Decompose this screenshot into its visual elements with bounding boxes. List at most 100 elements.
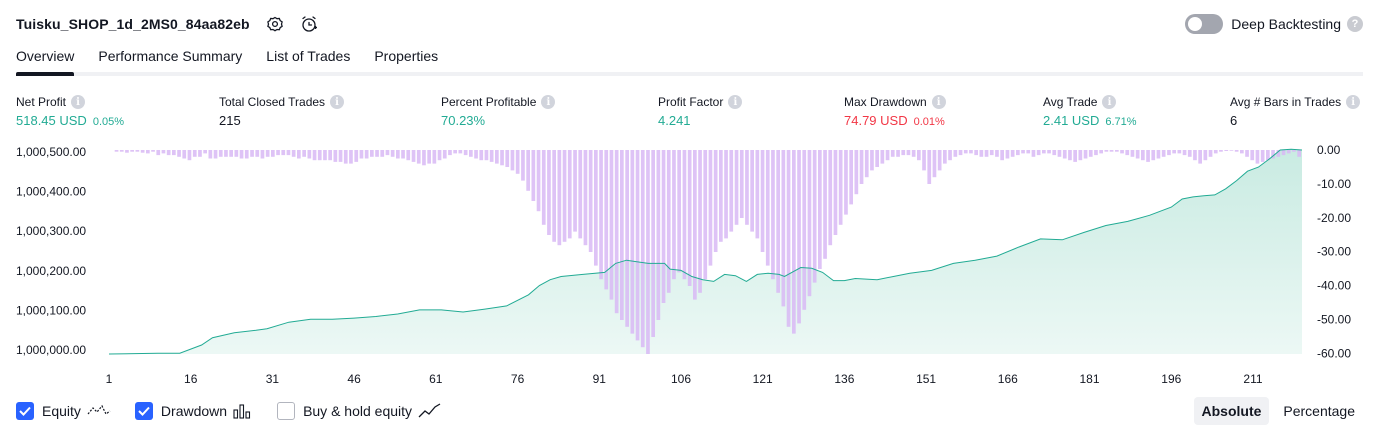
drawdown-bar [333, 150, 338, 162]
drawdown-bar [1099, 150, 1103, 154]
drawdown-bar [604, 150, 609, 290]
absolute-button[interactable]: Absolute [1193, 397, 1270, 425]
drawdown-bar [229, 150, 233, 157]
tab-performance-summary[interactable]: Performance Summary [98, 48, 243, 64]
drawdown-bar [1203, 150, 1208, 161]
alarm-clock-plus-icon[interactable] [300, 15, 318, 33]
buy-hold-checkbox[interactable] [277, 402, 296, 420]
drawdown-bar [1286, 150, 1291, 154]
drawdown-bar [729, 150, 734, 232]
drawdown-bar [1292, 150, 1296, 152]
drawdown-bar [1047, 150, 1051, 154]
metric-max-drawdown: Max Drawdown i 74.79 USD 0.01% [844, 93, 946, 131]
drawdown-bar [583, 150, 588, 246]
drawdown-bar [646, 150, 650, 354]
tab-properties[interactable]: Properties [374, 48, 439, 64]
metric-total-closed-trades: Total Closed Trades i 215 [219, 93, 345, 131]
metric-label: Avg # Bars in Trades [1230, 95, 1342, 109]
info-icon[interactable]: i [71, 95, 86, 109]
drawdown-bar [917, 150, 921, 161]
drawdown-bar [1245, 150, 1249, 157]
percentage-button[interactable]: Percentage [1283, 403, 1355, 419]
x-tick: 106 [671, 372, 691, 386]
drawdown-bar [703, 150, 708, 280]
drawdown-bar [599, 150, 603, 280]
info-icon[interactable]: i [541, 95, 556, 109]
drawdown-bar [734, 150, 739, 225]
equity-line [108, 148, 1303, 355]
drawdown-bar [385, 150, 390, 156]
drawdown-bar [911, 150, 916, 157]
drawdown-bar [328, 150, 332, 161]
info-icon[interactable]: i [931, 95, 946, 109]
drawdown-checkbox[interactable] [134, 402, 153, 420]
deep-backtesting-toggle[interactable] [1185, 14, 1224, 34]
drawdown-bar [1177, 150, 1182, 154]
drawdown-bar [255, 150, 260, 157]
drawdown-bar [505, 150, 510, 167]
legend-buy-hold[interactable]: Buy & hold equity [277, 402, 442, 420]
drawdown-bar [802, 150, 807, 310]
drawdown-bar [864, 150, 869, 178]
drawdown-bar [260, 150, 265, 159]
tab-overview[interactable]: Overview [16, 44, 75, 76]
info-icon[interactable]: i [1346, 95, 1361, 109]
x-tick: 16 [184, 372, 198, 386]
drawdown-bar [963, 150, 968, 154]
drawdown-bar [172, 150, 176, 156]
equity-label: Equity [42, 403, 81, 419]
x-tick: 166 [998, 372, 1018, 386]
report-header: Tuisku_SHOP_1d_2MS0_84aa82eb [16, 12, 318, 36]
settings-gear-icon[interactable] [266, 15, 284, 33]
drawdown-bar [291, 150, 296, 157]
drawdown-bar [442, 150, 447, 159]
drawdown-bar [1010, 150, 1015, 157]
drawdown-bar [974, 150, 978, 156]
drawdown-bar [1224, 150, 1229, 151]
drawdown-bar [489, 150, 494, 162]
drawdown-bar [359, 150, 364, 159]
y-tick-right: -10.00 [1317, 177, 1351, 191]
equity-drawdown-chart[interactable]: 1,000,500.00 1,000,400.00 1,000,300.00 1,00… [0, 140, 1379, 392]
drawdown-bar [588, 150, 593, 252]
drawdown-bar [406, 150, 411, 161]
drawdown-bar [234, 150, 239, 157]
drawdown-bar [484, 150, 489, 161]
drawdown-bar [1109, 150, 1114, 152]
drawdown-bar [218, 150, 223, 157]
drawdown-bar [979, 150, 984, 157]
drawdown-bar [1156, 150, 1161, 159]
y-tick-right: -20.00 [1317, 211, 1351, 225]
drawdown-bar [1062, 150, 1067, 159]
drawdown-bar [776, 150, 780, 293]
info-icon[interactable]: i [330, 95, 345, 109]
y-tick-left: 1,000,500.00 [16, 145, 86, 159]
drawdown-bar [906, 150, 911, 156]
info-icon[interactable]: i [1102, 95, 1117, 109]
tab-list-of-trades[interactable]: List of Trades [266, 48, 351, 64]
drawdown-bar [989, 150, 994, 156]
help-question-icon[interactable]: ? [1347, 16, 1363, 32]
equity-checkbox[interactable] [16, 402, 34, 420]
drawdown-bar [969, 150, 973, 154]
drawdown-bar [713, 150, 718, 252]
drawdown-bar [1297, 150, 1301, 157]
drawdown-bar [349, 150, 353, 164]
drawdown-bar [130, 150, 134, 152]
report-tabs: Overview Performance Summary List of Tra… [16, 44, 1363, 76]
info-icon[interactable]: i [728, 95, 743, 109]
drawdown-bar [1031, 150, 1036, 157]
drawdown-bar [343, 150, 348, 164]
drawdown-bar [828, 150, 833, 246]
legend-drawdown[interactable]: Drawdown [134, 402, 253, 420]
y-tick-left: 1,000,000.00 [16, 343, 86, 357]
drawdown-bar [943, 150, 947, 164]
legend-equity[interactable]: Equity [16, 402, 111, 420]
drawdown-bar [151, 150, 155, 152]
drawdown-bar [156, 150, 161, 156]
drawdown-bar [838, 150, 843, 225]
drawdown-bar [901, 150, 906, 156]
drawdown-bar [1083, 150, 1088, 159]
drawdown-bar [541, 150, 546, 225]
x-tick: 151 [916, 372, 936, 386]
